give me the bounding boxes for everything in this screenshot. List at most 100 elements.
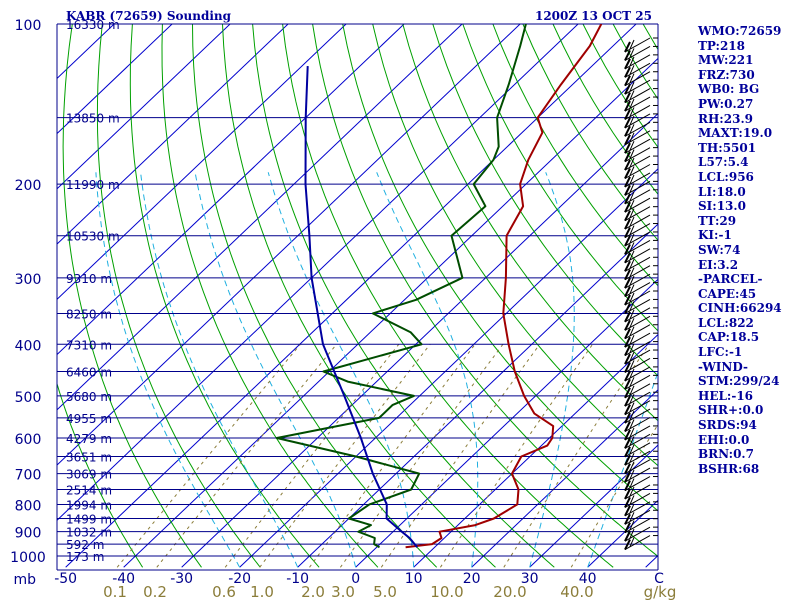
temperature-profile <box>405 24 603 549</box>
dewpoint-profile <box>275 24 527 549</box>
wind-barb-feather <box>629 250 635 261</box>
wind-barb-feather <box>629 334 635 345</box>
sounding-index-item: RH:23.9 <box>698 111 753 126</box>
mixing-ratio-unit-label: g/kg <box>644 583 677 600</box>
pressure-tick-label: 900 <box>15 526 42 542</box>
mixing-ratio-label: 0.6 <box>212 583 236 600</box>
isotherm-line <box>65 24 637 568</box>
wind-barb-feather <box>629 73 635 83</box>
wind-barb <box>624 476 651 491</box>
height-label: 13850 m <box>66 112 120 126</box>
dry-adiabat-line <box>432 24 658 377</box>
wind-barb-feather <box>629 183 635 193</box>
temperature-tick-label: 10 <box>405 571 423 587</box>
wind-barb <box>624 54 651 70</box>
sounding-index-item: L57:5.4 <box>698 155 749 170</box>
pressure-tick-label: 200 <box>15 178 42 194</box>
wind-barb <box>624 535 651 551</box>
wind-barb <box>624 358 651 373</box>
dry-adiabat-line <box>129 24 320 568</box>
height-label: 1499 m <box>66 512 112 526</box>
wind-barb-feather <box>624 488 631 500</box>
sounding-index-item: WB0: BG <box>698 82 760 97</box>
isotherm-line <box>239 168 658 568</box>
wind-barb-feather <box>624 429 631 441</box>
height-label: 4955 m <box>66 412 112 426</box>
sounding-index-item: PW:0.27 <box>698 96 754 111</box>
height-label: 1994 m <box>66 498 112 512</box>
wind-barb-feather <box>629 495 635 505</box>
isotherm-line <box>57 24 289 245</box>
wind-barb-feather <box>624 522 631 534</box>
sounding-index-item: FRZ:730 <box>698 67 755 82</box>
wind-barb-feather <box>629 419 635 429</box>
isotherm-line <box>355 278 658 568</box>
wind-barb-feather <box>629 453 635 463</box>
wind-barb-feather <box>624 328 631 340</box>
isotherm-line <box>471 389 658 568</box>
isotherm-line <box>57 24 521 466</box>
sounding-index-item: LCL:956 <box>698 169 754 184</box>
wind-barb <box>624 526 651 542</box>
wind-barb <box>624 501 651 517</box>
isotherm-line <box>123 57 658 568</box>
wind-barb-feather <box>629 174 635 185</box>
wind-barb <box>624 450 651 466</box>
temperature-tick-label: 0 <box>351 571 360 587</box>
wind-barb <box>624 298 651 314</box>
wind-barb-feather <box>624 294 631 306</box>
wind-barb-feather <box>629 343 635 353</box>
isotherm-line <box>57 24 347 301</box>
wind-barb-feather <box>629 48 635 58</box>
sounding-index-item: MAXT:19.0 <box>698 126 773 141</box>
pressure-tick-label: 500 <box>15 390 42 406</box>
wind-barb-feather <box>624 362 631 373</box>
wind-barb-feather <box>629 56 635 67</box>
wind-barb <box>624 197 651 213</box>
wind-barb-feather <box>624 235 631 247</box>
wind-barb <box>624 248 651 264</box>
isotherm-line <box>57 24 173 135</box>
moist-adiabat-line <box>95 172 241 568</box>
wind-barb-feather <box>629 208 635 218</box>
wind-barb-feather <box>629 81 635 92</box>
dry-adiabat-line <box>372 24 658 467</box>
moist-adiabat-line <box>194 172 357 568</box>
wind-barb-feather <box>624 378 631 390</box>
wind-barb-feather <box>629 233 635 244</box>
temperature-tick-label: -50 <box>54 571 77 587</box>
wind-barb-feather <box>629 309 635 320</box>
wind-barb-feather <box>629 360 635 370</box>
sounding-index-item: SI:13.0 <box>698 199 746 214</box>
wind-barb <box>624 121 651 137</box>
pressure-tick-label: 300 <box>15 272 42 288</box>
wind-barb-feather <box>624 184 631 196</box>
mixing-ratio-line <box>503 344 650 568</box>
mixing-ratio-line <box>380 344 541 568</box>
wind-barb-feather <box>624 446 631 458</box>
wind-barb-feather <box>629 326 635 336</box>
mixing-ratio-label: 0.2 <box>143 583 167 600</box>
wind-barb-feather <box>629 107 635 117</box>
pressure-tick-label: 700 <box>15 468 42 484</box>
wind-barb <box>624 433 651 449</box>
wind-barb <box>624 332 651 348</box>
wind-barb-feather <box>624 387 631 399</box>
height-label: 4279 m <box>66 432 112 446</box>
wind-barb <box>624 459 651 475</box>
wind-barb-feather <box>629 284 635 294</box>
wind-barb <box>624 307 651 323</box>
wind-barb <box>624 265 651 281</box>
wind-barb-feather <box>629 528 635 539</box>
wind-barb <box>624 231 651 247</box>
wind-barb <box>624 273 651 289</box>
wind-barb-feather <box>624 252 631 264</box>
wind-barb-feather <box>629 132 635 142</box>
dry-adiabat-line <box>492 24 658 287</box>
sounding-index-item: SHR+:0.0 <box>698 403 764 418</box>
sounding-index-item: KI:-1 <box>698 228 732 243</box>
wind-barb-feather <box>624 159 631 171</box>
wind-barb-feather <box>629 166 635 176</box>
temperature-tick-label: 40 <box>579 571 597 587</box>
wind-barb-feather <box>624 109 631 120</box>
